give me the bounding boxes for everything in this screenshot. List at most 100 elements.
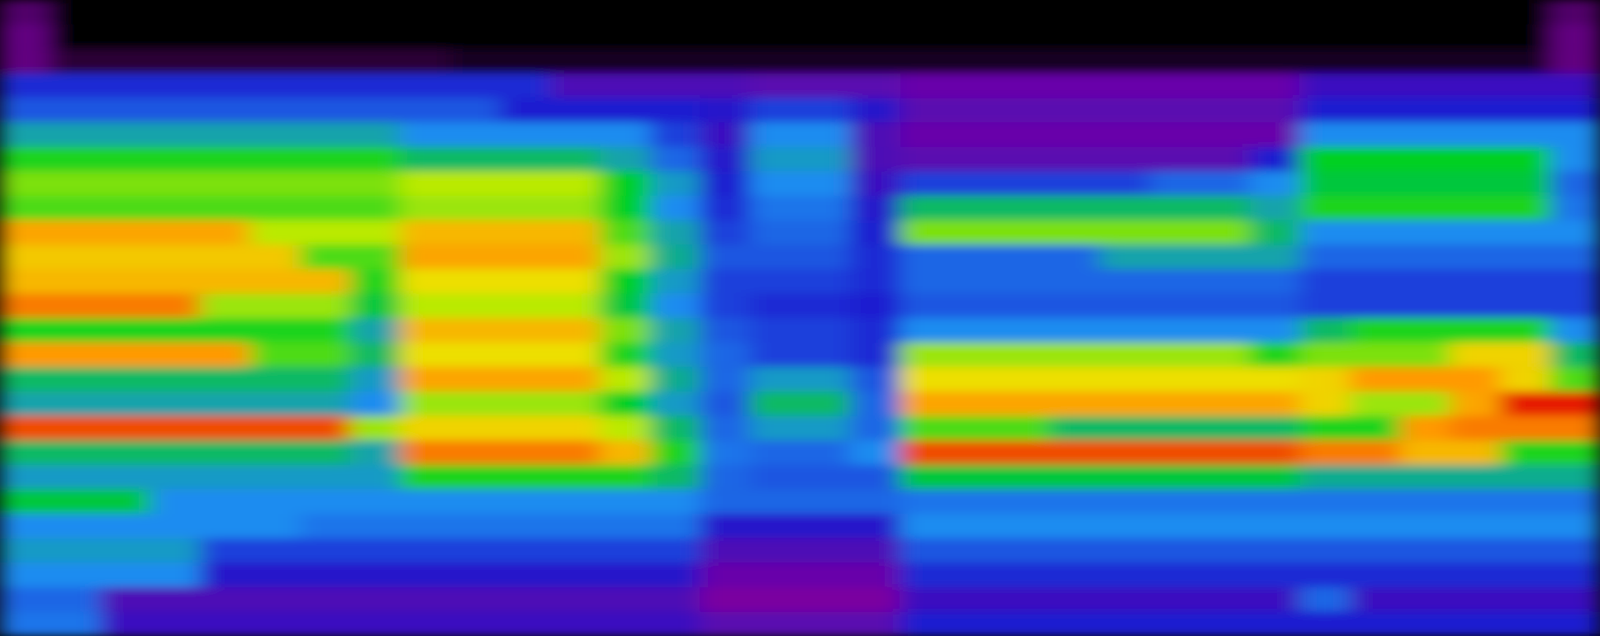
cell	[949, 562, 1001, 588]
cell	[1249, 538, 1301, 564]
cell	[550, 269, 601, 295]
cell	[699, 293, 751, 319]
cell	[1249, 342, 1301, 368]
cell	[1200, 538, 1251, 564]
cell	[1400, 342, 1451, 368]
cell	[50, 391, 101, 417]
cell	[750, 538, 801, 564]
cell	[1400, 293, 1451, 319]
cell	[1300, 122, 1351, 148]
cell	[250, 513, 301, 539]
cell	[350, 24, 401, 50]
cell	[499, 244, 551, 270]
cell	[949, 244, 1001, 270]
cell	[1500, 220, 1551, 246]
cell	[1149, 342, 1201, 368]
cell	[750, 465, 801, 490]
cell	[800, 440, 851, 466]
cell	[150, 48, 201, 74]
cell	[1400, 611, 1451, 636]
cell	[99, 244, 151, 270]
cell	[250, 415, 301, 441]
cell	[750, 440, 801, 466]
cell	[299, 366, 351, 392]
cell	[1100, 342, 1151, 368]
cell	[399, 122, 451, 148]
cell	[299, 465, 351, 490]
cell	[350, 220, 401, 246]
cell	[99, 48, 151, 74]
cell	[1549, 342, 1600, 368]
cell	[849, 0, 901, 25]
cell	[250, 366, 301, 392]
cell	[650, 342, 701, 368]
cell	[1300, 489, 1351, 514]
cell	[399, 170, 451, 196]
cell	[1149, 244, 1201, 270]
cell	[1249, 0, 1301, 25]
cell	[1549, 465, 1600, 490]
cell	[0, 293, 51, 319]
cell	[399, 269, 451, 295]
cell	[900, 587, 951, 613]
cell	[1549, 195, 1600, 221]
cell	[1000, 513, 1051, 539]
heatmap-cells	[0, 0, 1600, 636]
cell	[199, 489, 251, 514]
cell	[0, 562, 51, 588]
cell	[699, 366, 751, 392]
cell	[50, 97, 101, 123]
cell	[650, 147, 701, 172]
cell	[1049, 465, 1101, 490]
cell	[250, 587, 301, 613]
cell	[599, 244, 651, 270]
cell	[900, 513, 951, 539]
cell	[450, 269, 501, 295]
cell	[50, 440, 101, 466]
cell	[800, 513, 851, 539]
cell	[650, 587, 701, 613]
cell	[0, 73, 51, 99]
cell	[50, 170, 101, 196]
cell	[99, 73, 151, 99]
cell	[900, 24, 951, 50]
cell	[900, 489, 951, 514]
cell	[599, 538, 651, 564]
cell	[1349, 73, 1401, 99]
cell	[350, 391, 401, 417]
cell	[1549, 97, 1600, 123]
cell	[1549, 48, 1600, 74]
cell	[99, 611, 151, 636]
cell	[1500, 24, 1551, 50]
cell	[1200, 513, 1251, 539]
cell	[399, 24, 451, 50]
cell	[99, 342, 151, 368]
cell	[550, 147, 601, 172]
cell	[1349, 0, 1401, 25]
cell	[599, 562, 651, 588]
cell	[499, 587, 551, 613]
cell	[1049, 489, 1101, 514]
cell	[1500, 391, 1551, 417]
cell	[1349, 440, 1401, 466]
cell	[1049, 122, 1101, 148]
cell	[399, 611, 451, 636]
cell	[699, 440, 751, 466]
cell	[450, 489, 501, 514]
cell	[0, 24, 51, 50]
cell	[800, 269, 851, 295]
cell	[1449, 440, 1501, 466]
cell	[199, 24, 251, 50]
cell	[50, 0, 101, 25]
cell	[50, 366, 101, 392]
cell	[1500, 342, 1551, 368]
cell	[499, 538, 551, 564]
cell	[650, 513, 701, 539]
cell	[650, 562, 701, 588]
cell	[1249, 73, 1301, 99]
cell	[50, 269, 101, 295]
cell	[1000, 220, 1051, 246]
cell	[150, 391, 201, 417]
cell	[1400, 147, 1451, 172]
cell	[900, 195, 951, 221]
